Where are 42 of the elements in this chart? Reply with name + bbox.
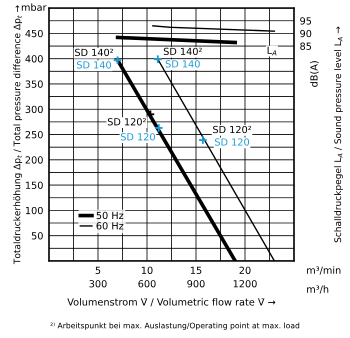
x-tick-label: 15 [190, 266, 202, 274]
y2-axis-title: Schalldruckpegel L$_{A}$ / Sound pressure level L$_{A}$ → [334, 26, 343, 242]
y-tick-label: 150 [26, 182, 43, 189]
y2-tick-label: 85 [300, 42, 312, 50]
annotation: SD 120 [215, 138, 250, 146]
text: m³/h [307, 285, 328, 294]
y-tick-label: 300 [26, 106, 43, 114]
annotation: SD 140² [75, 48, 113, 56]
point [154, 123, 164, 133]
x2-tick-label: 300 [89, 280, 107, 288]
annotation: SD 140² [164, 48, 202, 56]
text: m³/min [307, 266, 340, 275]
x2-tick-label: 1200 [234, 280, 257, 288]
y-tick-label: 250 [26, 131, 43, 138]
text: mbar [22, 3, 47, 11]
y-tick-label: 400 [25, 55, 43, 63]
y-tick-label: 100 [26, 206, 43, 214]
legend-label: 50 Hz [96, 212, 124, 220]
y2-tick-label: 95 [300, 17, 312, 25]
annotation: SD 140 [76, 61, 111, 69]
y-axis-title: Totaldruckerhöhung Δp$_{t}$ / Total pressure difference Δp$_{t}$ → [13, 5, 22, 264]
x2-tick-label: 900 [187, 280, 205, 288]
annotation: L$_{A}$ [268, 46, 276, 56]
legend-label: 60 Hz [96, 222, 124, 230]
y-tick-label: 200 [26, 156, 43, 164]
x-tick-label: 5 [96, 266, 100, 274]
annotation: SD 120² [213, 126, 252, 134]
point [198, 135, 208, 145]
y-tick-label: 450 [25, 30, 43, 38]
y-tick-label: 350 [26, 80, 43, 88]
annotation: SD 120² [108, 118, 146, 126]
x-tick-label: 10 [142, 266, 153, 274]
text: dB(A) [310, 61, 319, 87]
point [153, 54, 162, 64]
x2-tick-label: 600 [138, 280, 156, 288]
y-tick-label: 50 [32, 232, 43, 240]
y2-tick-label: 90 [300, 30, 312, 38]
annotation: SD 120 [120, 133, 155, 140]
x-tick-label: 20 [240, 266, 251, 274]
point [112, 55, 122, 65]
x-axis-title: Volumenstrom V̇ / Volumetric flow rate V̇ → [67, 298, 276, 306]
annotation: SD 140 [166, 60, 200, 68]
